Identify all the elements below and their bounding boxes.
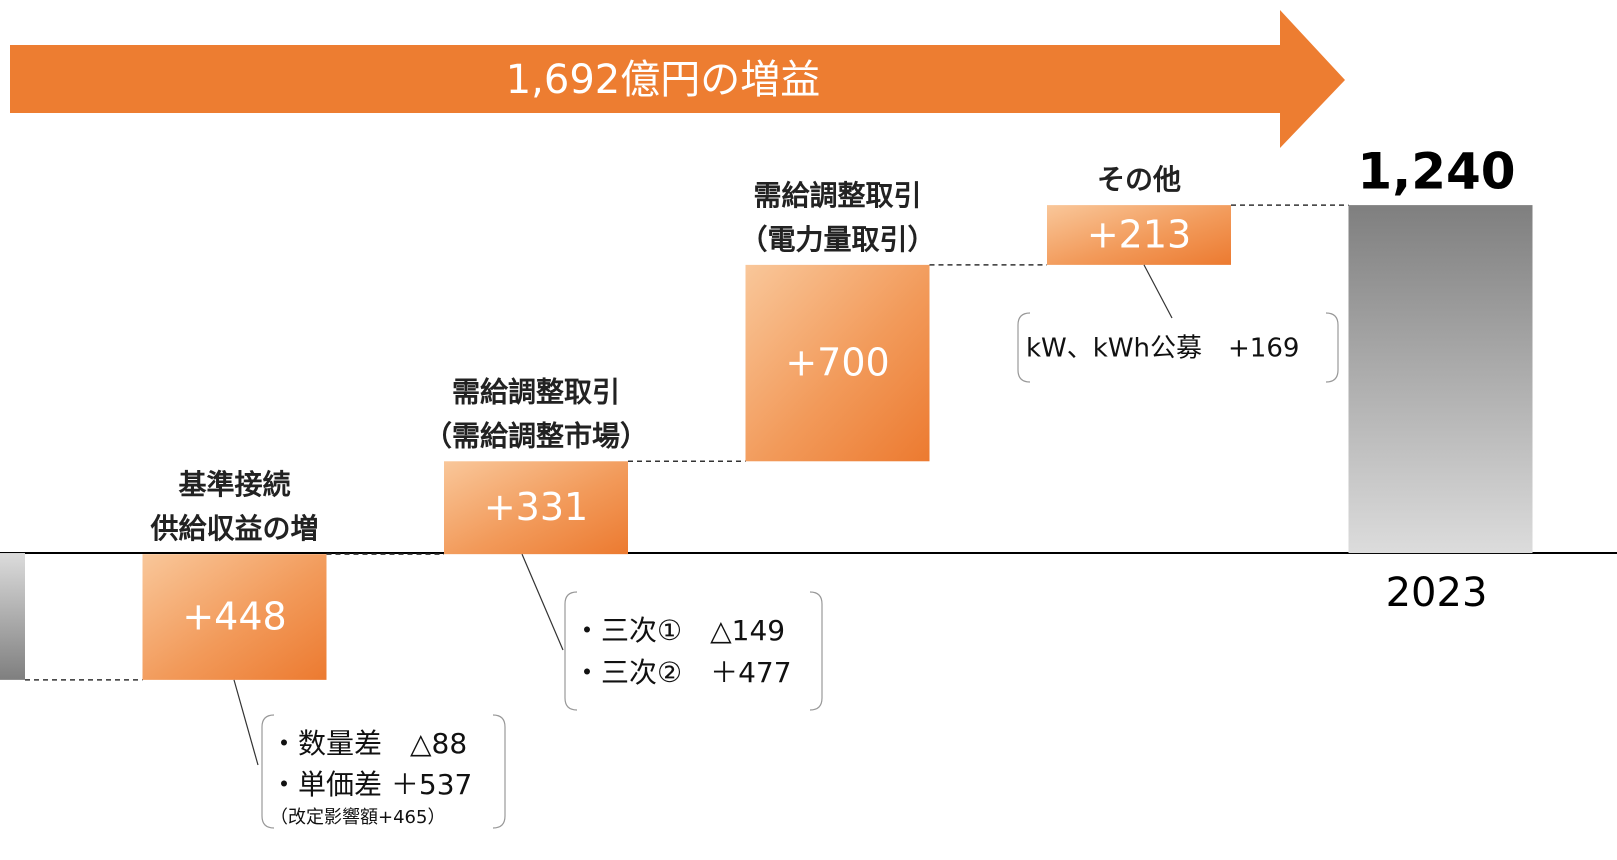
total-label: 1,240	[1357, 143, 1515, 201]
leader-line	[521, 553, 564, 651]
start-bar	[0, 553, 25, 680]
note-bracket	[1325, 312, 1339, 383]
note-text: ・三次② ＋477	[573, 656, 792, 689]
step-bar	[142, 554, 327, 680]
step-bar	[444, 461, 628, 555]
value-label: +331	[484, 485, 588, 529]
total-bar	[1348, 205, 1533, 554]
note-text: （改定影響額+465）	[270, 807, 445, 828]
value-label: +700	[785, 341, 889, 385]
note-text: ・数量差 △88	[270, 727, 467, 760]
value-label: +448	[182, 595, 286, 639]
step-label: 需給調整取引	[753, 179, 921, 212]
step-label: （需給調整市場）	[424, 419, 648, 452]
step-label: 需給調整取引	[452, 375, 620, 408]
leader-line	[233, 679, 259, 766]
step-label: その他	[1097, 163, 1181, 196]
step-bar	[1047, 205, 1231, 265]
banner-text: 1,692億円の増益	[506, 57, 821, 103]
value-label: +213	[1087, 212, 1191, 256]
note-bracket	[809, 591, 823, 711]
step-label: （電力量取引）	[739, 223, 935, 256]
note-bracket	[1017, 312, 1031, 383]
note-bracket	[261, 714, 275, 829]
step-bar	[745, 264, 930, 462]
note-text: ・三次① △149	[573, 614, 785, 647]
step-label: 基準接続	[178, 468, 290, 501]
note-bracket	[564, 591, 578, 711]
x-tick-label: 2023	[1386, 570, 1488, 616]
leader-line	[1143, 264, 1173, 319]
note-text: ・単価差 ＋537	[270, 768, 472, 801]
banner-arrow	[10, 10, 1345, 148]
note-bracket	[492, 714, 506, 829]
note-text: kW、kWh公募 +169	[1026, 334, 1299, 364]
step-label: 供給収益の増	[149, 512, 318, 545]
